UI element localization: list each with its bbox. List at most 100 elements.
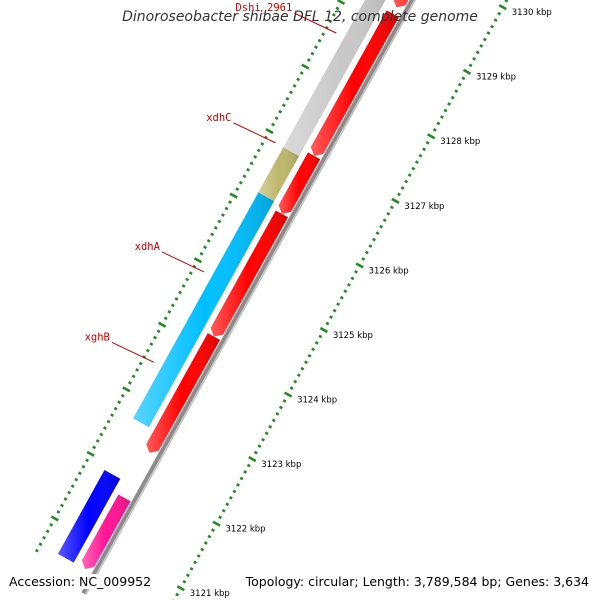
gene-label: xdhA: [135, 241, 161, 253]
outer-minor-tick: [131, 374, 136, 379]
minor-tick: [236, 483, 240, 487]
outer-minor-tick: [77, 471, 82, 476]
minor-tick: [318, 334, 323, 339]
label-leader: [111, 341, 155, 363]
outer-minor-tick: [63, 497, 68, 501]
outer-minor-tick: [45, 529, 50, 534]
outer-minor-tick: [203, 245, 208, 250]
minor-tick: [239, 476, 244, 481]
outer-minor-tick: [335, 6, 340, 11]
outer-minor-tick: [274, 116, 279, 121]
minor-tick: [253, 450, 258, 455]
minor-tick: [454, 89, 459, 93]
outer-minor-tick: [299, 71, 304, 75]
backbone-line: [81, 0, 415, 595]
major-tick: [427, 133, 436, 140]
map-title: Dinoroseobacter shibae DFL 12, complete …: [122, 9, 478, 25]
minor-tick: [246, 463, 251, 468]
outer-minor-tick: [256, 148, 261, 153]
major-tick: [319, 326, 328, 334]
accession-text: Accession: NC_009952: [9, 574, 152, 589]
outer-minor-tick: [224, 206, 229, 211]
outer-minor-tick: [228, 200, 233, 204]
minor-tick: [218, 515, 223, 520]
outer-minor-tick: [49, 523, 54, 527]
outer-minor-tick: [174, 297, 179, 301]
minor-tick: [228, 495, 233, 500]
minor-tick: [271, 418, 276, 423]
feature-segment-0-shade: [146, 333, 221, 453]
outer-minor-tick: [249, 161, 254, 166]
minor-tick: [296, 373, 301, 378]
minor-tick: [382, 218, 387, 223]
outer-minor-tick: [138, 361, 143, 366]
outer-minor-tick: [206, 238, 211, 243]
major-tick: [462, 68, 472, 75]
minor-tick: [314, 341, 319, 345]
major-tick: [355, 262, 364, 269]
minor-tick: [354, 270, 359, 274]
outer-minor-tick: [235, 187, 240, 192]
outer-minor-tick: [210, 232, 215, 237]
minor-tick: [261, 437, 265, 442]
outer-major-tick: [86, 450, 95, 457]
minor-tick: [264, 431, 269, 436]
minor-tick: [486, 31, 491, 35]
minor-tick: [436, 121, 441, 126]
outer-minor-tick: [85, 458, 89, 463]
minor-tick: [225, 502, 230, 507]
tick-label: 3125 kbp: [333, 331, 373, 341]
label-leader: [294, 12, 337, 34]
outer-major-tick: [265, 128, 274, 135]
minor-tick: [414, 160, 419, 165]
minor-tick: [479, 44, 484, 48]
gene-block-shade: [57, 470, 121, 563]
outer-minor-tick: [42, 535, 47, 540]
minor-tick: [361, 257, 366, 261]
minor-tick: [493, 18, 498, 22]
feature-segment-5-shade: [81, 494, 131, 569]
outer-minor-tick: [178, 290, 182, 295]
outer-minor-tick: [113, 406, 118, 411]
minor-tick: [339, 295, 344, 300]
tick-label: 3126 kbp: [369, 266, 409, 276]
minor-tick: [243, 470, 248, 474]
feature-segment-2-shade: [278, 152, 321, 214]
outer-minor-tick: [324, 25, 329, 30]
minor-tick: [189, 566, 194, 571]
outer-minor-tick: [106, 419, 111, 424]
minor-tick: [422, 147, 426, 152]
outer-minor-tick: [242, 174, 247, 179]
minor-tick: [482, 37, 487, 42]
tick-label: 3122 kbp: [226, 525, 266, 535]
minor-tick: [497, 11, 502, 16]
minor-tick: [346, 282, 351, 287]
outer-minor-tick: [213, 226, 218, 230]
minor-tick: [350, 276, 355, 281]
minor-tick: [389, 205, 394, 210]
minor-tick: [203, 541, 208, 545]
minor-tick: [289, 386, 294, 390]
minor-tick: [472, 56, 477, 61]
outer-minor-tick: [142, 355, 147, 359]
outer-minor-tick: [217, 219, 222, 224]
tick-label: 3123 kbp: [261, 460, 301, 470]
outer-minor-tick: [74, 477, 79, 482]
outer-minor-tick: [170, 303, 175, 308]
major-tick: [176, 585, 185, 592]
outer-minor-tick: [149, 342, 154, 346]
minor-tick: [397, 192, 401, 197]
outer-minor-tick: [34, 548, 39, 553]
minor-tick: [447, 102, 452, 106]
minor-tick: [425, 140, 430, 145]
gene-block-shade: [258, 147, 300, 202]
minor-tick: [343, 289, 348, 294]
minor-tick: [200, 547, 205, 552]
gene-track: [57, 0, 386, 563]
outer-minor-tick: [278, 109, 283, 114]
minor-tick: [275, 412, 280, 416]
minor-tick: [375, 231, 380, 236]
minor-tick: [293, 379, 298, 384]
minor-tick: [418, 153, 423, 158]
